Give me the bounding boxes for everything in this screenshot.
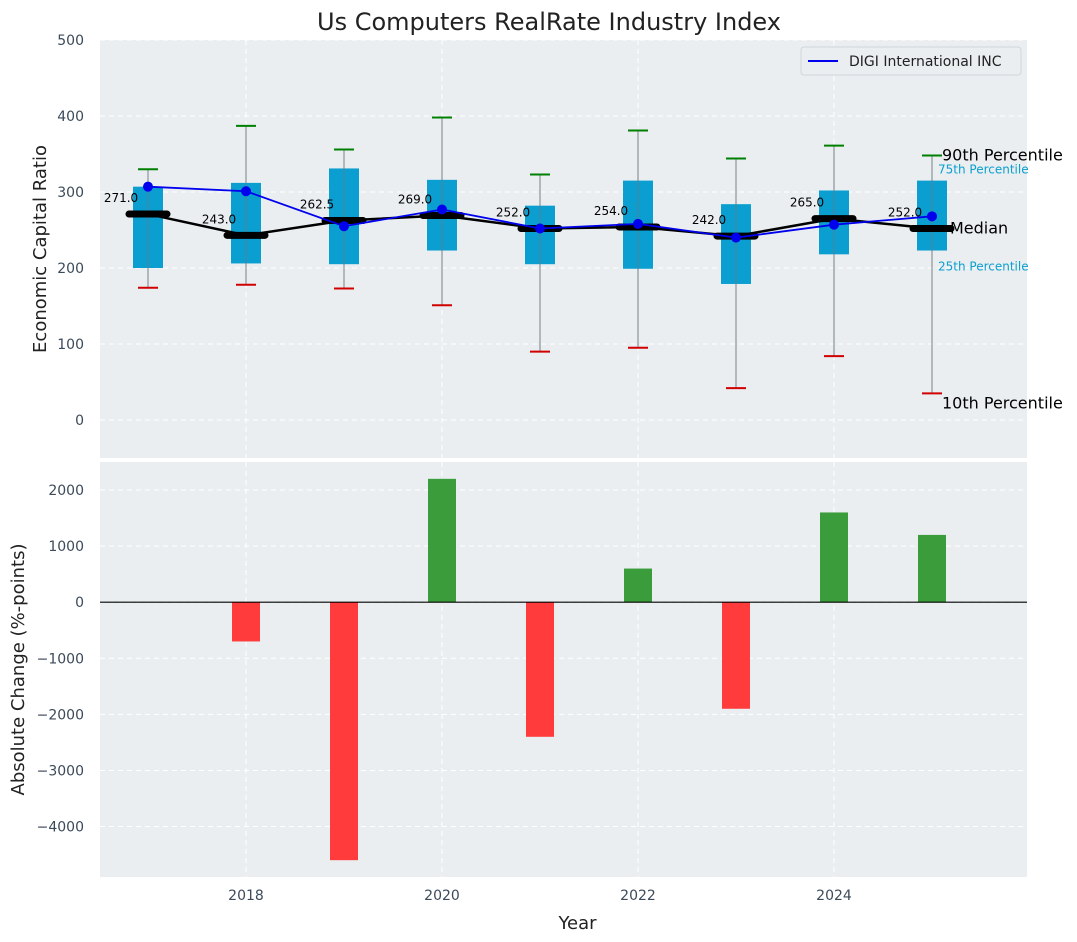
bottom-ytick-label: −1000 (37, 651, 84, 667)
company-point (633, 218, 643, 229)
change-bar (232, 602, 260, 642)
bottom-ytick-label: 2000 (48, 483, 84, 499)
median-value-label: 262.5 (300, 198, 334, 212)
company-point (927, 211, 937, 222)
p25-annotation: 25th Percentile (938, 260, 1029, 274)
bottom-ytick-label: 0 (75, 595, 84, 611)
company-point (241, 186, 251, 197)
xtick-label: 2024 (816, 888, 852, 904)
p90-annotation: 90th Percentile (942, 146, 1063, 165)
median-value-label: 269.0 (398, 193, 432, 207)
bottom-panel: −4000 −3000 −2000 −1000 0 1000 2000 2018 2020 202… (8, 462, 1027, 934)
top-ytick-label: 400 (57, 109, 84, 125)
median-value-label: 271.0 (104, 191, 138, 205)
bottom-ytick-label: 1000 (48, 539, 84, 555)
bottom-ylabel: Absolute Change (%-points) (8, 544, 29, 796)
median-value-label: 252.0 (888, 205, 922, 219)
change-bar (624, 568, 652, 603)
legend-box (800, 46, 1022, 76)
median-value-label: 243.0 (202, 212, 236, 226)
xtick-label: 2020 (424, 888, 460, 904)
company-point (829, 219, 839, 230)
change-bar (330, 602, 358, 861)
top-ylabel: Economic Capital Ratio (30, 145, 51, 353)
change-bar (820, 512, 848, 603)
top-ytick-label: 100 (57, 337, 84, 353)
change-bar (428, 478, 456, 603)
median-value-label: 252.0 (496, 205, 530, 219)
top-ytick-label: 300 (57, 185, 84, 201)
company-point (731, 232, 741, 243)
top-ytick-label: 500 (57, 33, 84, 49)
change-bar (526, 602, 554, 737)
median-value-label: 242.0 (692, 213, 726, 227)
change-bar (918, 534, 946, 603)
company-point (535, 223, 545, 234)
bottom-plot-area (100, 462, 1027, 877)
p10-annotation: 10th Percentile (942, 393, 1063, 412)
median-value-label: 254.0 (594, 204, 628, 218)
xtick-label: 2018 (228, 888, 264, 904)
bottom-ytick-label: −3000 (37, 763, 84, 779)
chart-title: Us Computers RealRate Industry Index (317, 8, 781, 36)
bottom-ytick-label: −4000 (37, 820, 84, 836)
median-value-label: 265.0 (790, 196, 824, 210)
change-bar (722, 602, 750, 709)
top-ytick-label: 0 (75, 413, 84, 429)
company-point (437, 204, 447, 215)
legend: DIGI International INC (800, 46, 1022, 76)
top-ytick-label: 200 (57, 261, 84, 277)
company-point (339, 221, 349, 232)
median-annotation: Median (950, 218, 1008, 237)
xtick-label: 2022 (620, 888, 656, 904)
p75-annotation: 75th Percentile (938, 163, 1029, 177)
xlabel: Year (557, 913, 597, 934)
bottom-ytick-label: −2000 (37, 707, 84, 723)
company-point (143, 181, 153, 192)
legend-entry: DIGI International INC (849, 54, 1002, 70)
top-panel: 0 100 200 300 400 500 Economic Capital Ratio 27… (30, 33, 1063, 458)
